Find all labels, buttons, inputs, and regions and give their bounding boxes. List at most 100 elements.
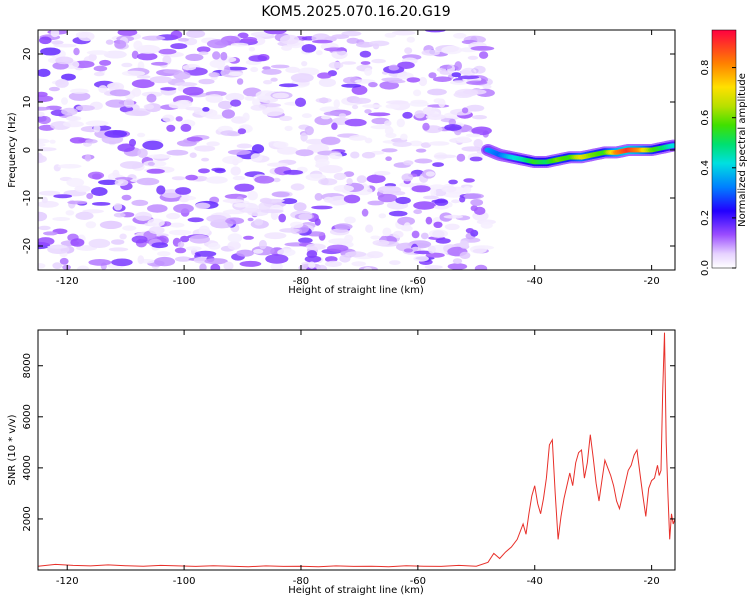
spectrogram-noise-cell bbox=[119, 161, 144, 169]
spectrogram-noise-cell bbox=[117, 143, 135, 152]
spectrogram-noise-cell bbox=[263, 80, 273, 85]
spectrogram-noise-cell bbox=[367, 200, 385, 206]
spectrogram-noise-cell bbox=[343, 194, 361, 204]
spectrogram-y-ticks: -20 -10 0 10 20 bbox=[22, 48, 675, 254]
spectrogram-noise-cell bbox=[371, 58, 386, 64]
spectrogram-x-ticks: -120 -100 -80 -60 -40 -20 bbox=[56, 30, 660, 287]
spectrogram-noise-cell bbox=[432, 230, 445, 238]
spectrogram-noise-cell bbox=[151, 242, 168, 249]
spectrogram-noise-cell bbox=[267, 162, 289, 167]
spectrogram-noise-cell bbox=[252, 98, 261, 106]
spectrogram-noise-cell bbox=[85, 139, 98, 144]
spectrogram-noise-cell bbox=[341, 61, 357, 65]
spectrogram-noise-cell bbox=[420, 142, 432, 148]
spectrogram-noise-cell bbox=[264, 232, 287, 240]
spectrogram-noise-cell bbox=[447, 263, 468, 270]
spectrogram-noise-cell bbox=[441, 185, 457, 193]
spectrogram-noise-cell bbox=[198, 168, 210, 174]
spectrogram-noise-cell bbox=[427, 245, 436, 254]
spectrogram-noise-cell bbox=[38, 138, 50, 144]
spectrogram-noise-cell bbox=[177, 85, 185, 92]
spectrogram-noise-cell bbox=[364, 109, 372, 114]
spectrogram-noise-cell bbox=[157, 251, 171, 257]
spectrogram-noise-cell bbox=[147, 154, 172, 159]
spectrogram-noise-cell bbox=[223, 261, 234, 270]
snr-background bbox=[38, 330, 675, 570]
spectrogram-noise-cell bbox=[52, 217, 71, 221]
spectrogram-noise-cell bbox=[233, 203, 249, 208]
spectrogram-noise-cell bbox=[415, 148, 427, 153]
spectrogram-noise-cell bbox=[273, 141, 289, 148]
colorbar-label: Normalized spectral amplitude bbox=[737, 73, 748, 227]
spectrogram-noise-cell bbox=[227, 233, 243, 243]
spectrogram-noise-cell bbox=[93, 71, 105, 77]
spectrogram-noise-cell bbox=[331, 34, 350, 39]
spectrogram-noise-cell bbox=[333, 184, 355, 193]
spectrogram-noise-cell bbox=[270, 263, 283, 270]
spectrogram-noise-cell bbox=[225, 92, 245, 102]
spectrogram-noise-cell bbox=[377, 185, 402, 194]
spectrogram-signal-track bbox=[481, 139, 675, 168]
spectrogram-noise-cell bbox=[382, 227, 392, 237]
spectrogram-noise-cell bbox=[113, 212, 126, 218]
spectrogram-noise-cell bbox=[374, 171, 391, 176]
spectrogram-noise-cell bbox=[218, 100, 233, 110]
spectrogram-noise-cell bbox=[86, 193, 94, 200]
spectrogram-noise-cell bbox=[158, 48, 177, 55]
spectrogram-noise-cell bbox=[170, 43, 188, 50]
spectrogram-noise-cell bbox=[323, 111, 342, 116]
spectrogram-noise-cell bbox=[339, 254, 351, 263]
spectrogram-noise-cell bbox=[422, 106, 436, 115]
spectrogram-noise-cell bbox=[55, 78, 69, 88]
spectrogram-noise-cell bbox=[73, 47, 80, 56]
spectrogram-noise-cell bbox=[261, 68, 282, 75]
spectrogram-noise-cell bbox=[98, 179, 119, 185]
spectrogram-noise-cell bbox=[212, 51, 221, 60]
spectrogram-noise-cell bbox=[224, 193, 248, 200]
spectrogram-noise-cell bbox=[466, 133, 481, 138]
snr-x-label: Height of straight line (km) bbox=[288, 585, 424, 596]
spectrogram-noise-cell bbox=[461, 146, 483, 152]
spectrogram-noise-cell bbox=[206, 141, 220, 147]
snr-x-tick-label: -80 bbox=[293, 576, 309, 587]
spectrogram-noise-cell bbox=[461, 67, 477, 76]
spectrogram-noise-cell bbox=[185, 53, 204, 62]
spectrogram-noise-cell bbox=[467, 55, 479, 60]
spectrogram-noise-cell bbox=[173, 203, 194, 214]
spectrogram-noise-cell bbox=[305, 173, 327, 181]
spectrogram-noise-cell bbox=[154, 256, 176, 267]
spectrogram-noise-cell bbox=[38, 115, 51, 125]
spectrogram-noise-cell bbox=[166, 149, 189, 156]
spectrogram-noise-cell bbox=[315, 158, 330, 167]
spectrogram-noise-cell bbox=[234, 183, 255, 192]
spectrogram-noise-cell bbox=[133, 40, 143, 51]
spectrogram-noise-cell bbox=[205, 114, 226, 120]
spectrogram-noise-cell bbox=[244, 96, 255, 101]
spectrogram-noise-cell bbox=[84, 154, 92, 162]
spectrogram-noise-cell bbox=[105, 99, 128, 108]
spectrogram-noise-cell bbox=[471, 126, 492, 136]
spectrogram-noise-cell bbox=[250, 104, 267, 111]
spectrogram-noise-cell bbox=[176, 140, 197, 147]
spectrogram-noise-cell bbox=[348, 135, 367, 141]
spectrogram-noise-cell bbox=[227, 241, 241, 250]
spectrogram-noise-cell bbox=[334, 223, 353, 230]
spectrogram-noise-cell bbox=[425, 30, 446, 33]
spectrogram-noise-cell bbox=[67, 200, 88, 205]
spectrogram-noise-cell bbox=[384, 32, 397, 38]
spectrogram-noise-cell bbox=[277, 146, 298, 155]
spectrogram-noise-cell bbox=[432, 162, 444, 168]
spectrogram-noise-cell bbox=[413, 255, 429, 262]
spectrogram-noise-cell bbox=[384, 120, 392, 127]
spectrogram-noise-cell bbox=[147, 161, 155, 166]
spectrogram-noise-cell bbox=[61, 73, 76, 81]
snr-y-tick-label: 8000 bbox=[22, 353, 33, 378]
spectrogram-noise-cell bbox=[423, 195, 439, 200]
spectrogram-noise-cell bbox=[397, 216, 415, 226]
spectrogram-noise-cell bbox=[86, 50, 109, 55]
spectrogram-noise-cell bbox=[91, 187, 108, 196]
spectrogram-noise-cell bbox=[149, 226, 165, 235]
spectrogram-noise-cell bbox=[451, 72, 462, 78]
